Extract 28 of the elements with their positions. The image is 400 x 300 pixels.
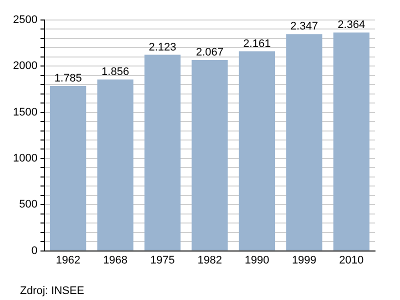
x-tick-label: 1982: [197, 254, 222, 266]
y-tick-label: 2500: [12, 14, 38, 26]
bar: [238, 51, 276, 250]
y-tick-label: 2000: [12, 60, 38, 72]
y-tick-label: 1500: [12, 106, 38, 118]
x-tick-label: 1962: [56, 254, 80, 266]
bar: [97, 79, 134, 250]
data-label: 1.785: [54, 72, 82, 85]
y-tick-label: 0: [31, 244, 38, 257]
data-label: 2.161: [243, 38, 271, 50]
bar: [286, 34, 322, 250]
y-tick-label: 500: [19, 198, 38, 211]
x-tick-label: 1999: [292, 254, 316, 266]
x-tick-label: 1968: [103, 254, 128, 266]
data-label: 2.123: [148, 41, 176, 54]
y-tick-label: 1000: [12, 152, 38, 165]
data-label: 2.364: [338, 19, 366, 32]
text: Zdroj: INSEE: [20, 285, 84, 297]
bar: [192, 60, 228, 250]
x-tick-label: 2010: [339, 254, 364, 266]
data-label: 2.067: [196, 46, 224, 59]
bar: [50, 86, 86, 250]
x-tick-label: 1990: [244, 254, 270, 266]
bar: [144, 54, 181, 250]
data-label: 2.347: [290, 20, 318, 33]
bar: [333, 32, 370, 250]
data-label: 1.856: [102, 66, 130, 78]
x-tick-label: 1975: [150, 254, 175, 266]
